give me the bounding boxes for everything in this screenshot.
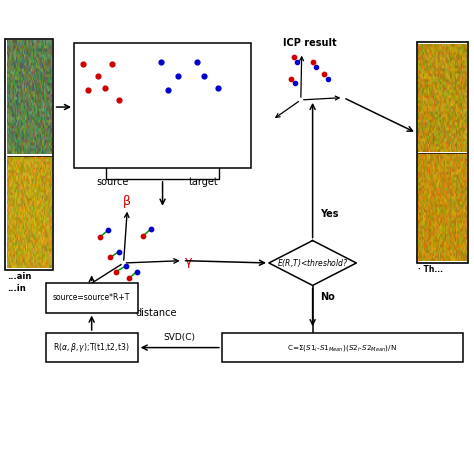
Point <box>309 58 317 66</box>
Point <box>313 63 320 71</box>
Point <box>174 73 182 80</box>
Point <box>84 87 92 94</box>
Text: ICP result: ICP result <box>283 37 337 47</box>
Point <box>157 58 165 66</box>
Point <box>294 58 301 66</box>
Point <box>96 233 104 241</box>
FancyBboxPatch shape <box>46 333 138 362</box>
Point <box>288 75 295 82</box>
Point <box>291 80 299 87</box>
Text: distance: distance <box>136 308 177 318</box>
Point <box>80 61 87 68</box>
Point <box>164 87 172 94</box>
Point <box>122 262 130 270</box>
Text: ...in: ...in <box>7 284 26 293</box>
Text: ...ain: ...ain <box>7 273 31 282</box>
Text: No: No <box>319 292 335 301</box>
Point <box>105 226 112 234</box>
Text: $E$(R,T)<threshold?: $E$(R,T)<threshold? <box>277 257 348 269</box>
Text: α: α <box>68 291 77 303</box>
Text: target: target <box>189 177 218 187</box>
Text: source=source*R+T: source=source*R+T <box>53 293 130 302</box>
Text: Yes: Yes <box>319 209 338 219</box>
FancyBboxPatch shape <box>74 43 251 168</box>
FancyBboxPatch shape <box>46 283 138 313</box>
Text: γ: γ <box>185 255 192 268</box>
Text: · Th...: · Th... <box>418 265 443 274</box>
Text: R($\alpha,\beta,\gamma$);T(t1,t2,t3): R($\alpha,\beta,\gamma$);T(t1,t2,t3) <box>54 341 130 354</box>
Point <box>115 248 123 255</box>
Point <box>193 58 201 66</box>
Text: source: source <box>97 177 129 187</box>
Point <box>140 232 147 239</box>
Point <box>126 274 133 282</box>
Point <box>101 84 109 92</box>
Text: SVD(C): SVD(C) <box>164 333 196 342</box>
FancyBboxPatch shape <box>417 42 468 263</box>
Point <box>320 70 328 78</box>
Point <box>108 61 116 68</box>
Point <box>290 54 298 61</box>
Point <box>113 268 120 275</box>
FancyBboxPatch shape <box>222 333 463 362</box>
Point <box>115 96 123 104</box>
Point <box>107 254 114 261</box>
Point <box>133 268 141 275</box>
Text: C=$\Sigma$($S1_i$-$S1_{Mean}$)($S2_i$-$S2_{Mean}$)/N: C=$\Sigma$($S1_i$-$S1_{Mean}$)($S2_i$-$S… <box>287 343 397 353</box>
Point <box>214 84 222 92</box>
Point <box>94 73 101 80</box>
Point <box>147 225 155 233</box>
Point <box>200 73 208 80</box>
FancyBboxPatch shape <box>5 38 53 270</box>
Point <box>324 75 331 82</box>
Text: β: β <box>122 195 130 208</box>
